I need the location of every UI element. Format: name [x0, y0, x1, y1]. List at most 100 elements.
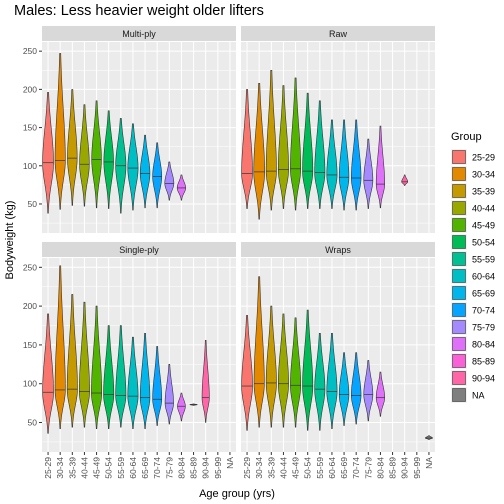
x-tick-label: 90-94 — [400, 457, 410, 479]
violin-35-39 — [66, 294, 78, 428]
x-tick-label: 60-64 — [327, 457, 337, 479]
x-tick-label: NA — [424, 457, 434, 469]
violin-45-49 — [91, 305, 103, 430]
legend-entry-25-29: 25-29 — [451, 149, 495, 165]
legend-entry-85-89: 85-89 — [451, 353, 495, 369]
strip-label: Multi-ply — [122, 29, 156, 39]
legend-label: 65-69 — [472, 289, 495, 299]
x-tick-label: NA — [225, 457, 235, 469]
legend-swatch — [452, 388, 466, 402]
legend-swatch — [452, 337, 466, 351]
violin-65-69 — [338, 119, 350, 211]
panel-wraps: Wraps 25-29 30-34 35-39 40-44 45-49 50-54 55-59… — [241, 242, 435, 479]
violin-55-59 — [314, 332, 326, 431]
y-tick-label: 50 — [28, 418, 38, 428]
strip-label: Raw — [329, 29, 348, 39]
x-tick-label: 45-49 — [291, 457, 301, 479]
x-tick-label: 60-64 — [128, 457, 138, 479]
y-tick-label: 250 — [23, 46, 37, 56]
violin-65-69 — [338, 352, 350, 426]
violin-30-34 — [253, 276, 265, 428]
x-tick-label: 90-94 — [201, 457, 211, 479]
violin-75-79 — [164, 364, 174, 425]
violin-60-64 — [127, 336, 139, 430]
legend-entry-NA: NA — [451, 387, 485, 403]
violin-45-49 — [290, 317, 302, 428]
y-tick-label: 250 — [23, 262, 37, 272]
strip-label: Wraps — [325, 245, 351, 255]
legend-label: 70-74 — [472, 306, 495, 316]
panel-raw: Raw — [241, 26, 435, 233]
x-tick-label: 65-69 — [339, 457, 349, 479]
violin-65-69 — [139, 134, 151, 209]
x-tick-label: 75-79 — [363, 457, 373, 479]
x-tick-label: 85-89 — [189, 457, 199, 479]
x-tick-label: 70-74 — [152, 457, 162, 479]
x-tick-label: 45-49 — [92, 457, 102, 479]
x-tick-label: 30-34 — [55, 457, 65, 479]
y-tick-label: 200 — [23, 301, 37, 311]
legend-label: 60-64 — [472, 272, 495, 282]
legend-entry-60-64: 60-64 — [451, 268, 495, 284]
violin-30-34 — [54, 265, 66, 430]
legend-swatch — [452, 184, 466, 198]
x-tick-label: 50-54 — [303, 457, 313, 479]
legend-swatch — [452, 252, 466, 266]
strip-background — [241, 26, 435, 41]
violin-80-84 — [176, 174, 186, 201]
strip-background — [42, 26, 236, 41]
legend-label: NA — [472, 391, 485, 401]
legend-swatch — [452, 167, 466, 181]
legend-label: 30-34 — [472, 170, 495, 180]
violin-90-94 — [201, 339, 210, 423]
legend-swatch — [452, 320, 466, 334]
legend-swatch — [452, 269, 466, 283]
violin-40-44 — [277, 85, 289, 209]
x-tick-label: 40-44 — [79, 457, 89, 479]
violin-35-39 — [67, 89, 78, 206]
x-tick-label: 65-69 — [140, 457, 150, 479]
violin-25-29 — [42, 313, 54, 434]
legend-entry-70-74: 70-74 — [451, 302, 495, 318]
legend-swatch — [452, 371, 466, 385]
x-tick-label: 40-44 — [278, 457, 288, 479]
y-axis-label: Bodyweight (kg) — [4, 201, 16, 280]
legend-entry-45-49: 45-49 — [451, 217, 495, 233]
legend-entry-65-69: 65-69 — [451, 285, 495, 301]
violin-30-34 — [54, 53, 66, 210]
x-tick-label: 55-59 — [116, 457, 126, 479]
legend-entry-50-54: 50-54 — [451, 234, 495, 250]
legend-swatch — [452, 286, 466, 300]
violin-50-54 — [103, 110, 114, 209]
violin-70-74 — [351, 119, 362, 211]
violin-45-49 — [91, 100, 102, 209]
y-tick-label: 200 — [23, 84, 37, 94]
legend-entry-30-34: 30-34 — [451, 166, 495, 182]
violin-40-44 — [79, 104, 90, 207]
legend-label: 80-84 — [472, 340, 495, 350]
legend-label: 75-79 — [472, 323, 495, 333]
violin-30-34 — [253, 82, 265, 220]
x-tick-label: 35-39 — [266, 457, 276, 479]
legend-swatch — [452, 235, 466, 249]
violin-50-54 — [302, 309, 314, 431]
y-tick-label: 100 — [23, 379, 37, 389]
x-tick-label: 80-84 — [375, 457, 385, 479]
legend-label: 25-29 — [472, 153, 495, 163]
violin-80-84 — [177, 392, 186, 422]
legend-swatch — [452, 303, 466, 317]
violin-70-74 — [351, 352, 362, 425]
violin-40-44 — [277, 313, 289, 428]
panel-multi-ply: Multi-ply 50 100 150 200 250 — [23, 26, 236, 233]
violin-60-64 — [326, 119, 338, 209]
x-axis-label: Age group (yrs) — [199, 488, 275, 500]
violin-25-29 — [241, 315, 253, 431]
violin-75-79 — [363, 360, 374, 422]
strip-background — [42, 242, 236, 257]
legend-swatch — [452, 354, 466, 368]
legend-entry-80-84: 80-84 — [451, 336, 495, 352]
legend-swatch — [452, 150, 466, 164]
violin-40-44 — [78, 301, 90, 428]
legend-label: 40-44 — [472, 204, 495, 214]
